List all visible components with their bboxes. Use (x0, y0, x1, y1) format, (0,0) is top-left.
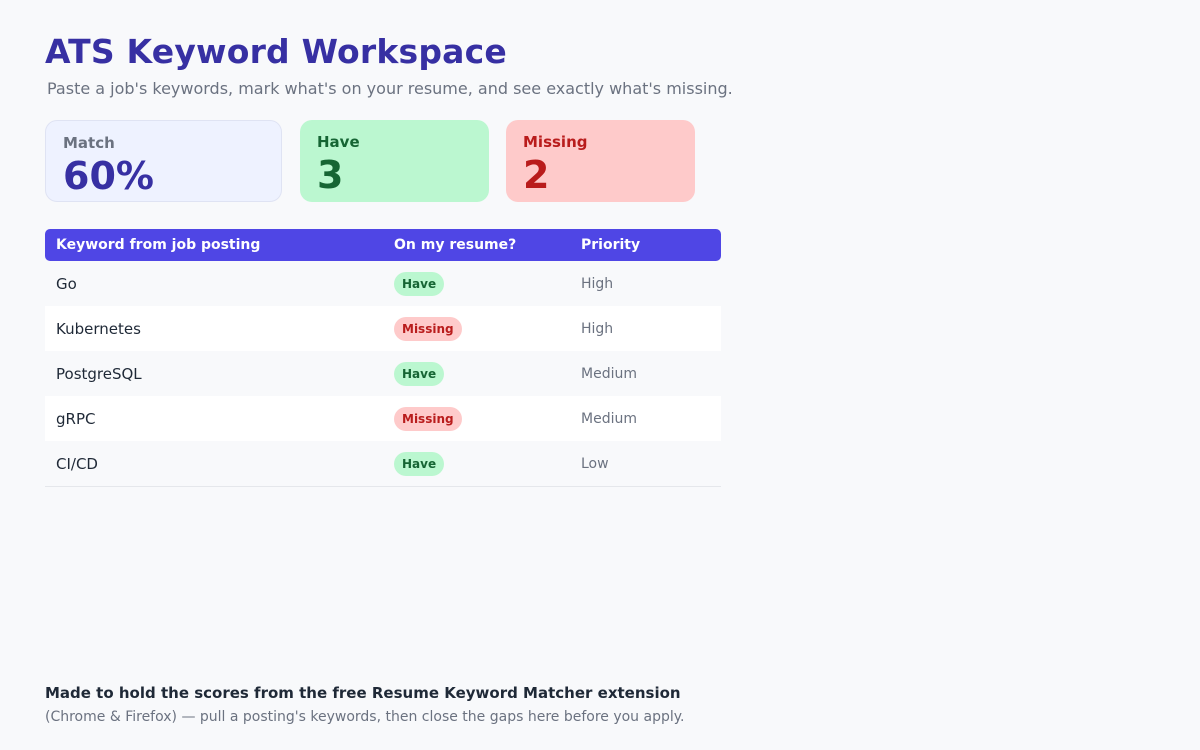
status-badge[interactable]: Missing (394, 406, 462, 431)
table-row: CI/CD Have Low (45, 441, 721, 486)
footer-title: Made to hold the scores from the free Re… (45, 684, 681, 702)
page-title: ATS Keyword Workspace (45, 32, 507, 71)
priority-cell: Medium (581, 410, 637, 427)
status-badge[interactable]: Have (394, 271, 445, 296)
table-divider (45, 486, 721, 487)
match-card: Match 60% (45, 120, 282, 202)
column-header-on-resume: On my resume? (394, 237, 517, 253)
have-label: Have (317, 133, 360, 151)
table-header: Keyword from job posting On my resume? P… (45, 229, 721, 261)
missing-value: 2 (523, 153, 550, 197)
keyword-cell: PostgreSQL (56, 364, 142, 383)
have-card: Have 3 (300, 120, 489, 202)
status-badge[interactable]: Have (394, 361, 445, 386)
priority-cell: High (581, 320, 614, 337)
have-value: 3 (317, 153, 344, 197)
column-header-priority: Priority (581, 237, 641, 253)
match-value: 60% (63, 154, 154, 198)
footer-text: (Chrome & Firefox) — pull a posting's ke… (45, 709, 685, 725)
priority-cell: Medium (581, 365, 637, 382)
table-row: gRPC Missing Medium (45, 396, 721, 441)
status-badge[interactable]: Have (394, 451, 445, 476)
table-row: Go Have High (45, 261, 721, 306)
keyword-table: Keyword from job posting On my resume? P… (45, 229, 721, 487)
missing-label: Missing (523, 133, 588, 151)
status-badge[interactable]: Missing (394, 316, 462, 341)
keyword-cell: Go (56, 274, 77, 293)
keyword-cell: CI/CD (56, 454, 98, 473)
priority-cell: Low (581, 455, 609, 472)
table-row: Kubernetes Missing High (45, 306, 721, 351)
page-subtitle: Paste a job's keywords, mark what's on y… (47, 79, 733, 98)
match-label: Match (63, 134, 115, 152)
keyword-cell: gRPC (56, 409, 96, 428)
keyword-cell: Kubernetes (56, 319, 141, 338)
priority-cell: High (581, 275, 614, 292)
table-row: PostgreSQL Have Medium (45, 351, 721, 396)
missing-card: Missing 2 (506, 120, 695, 202)
column-header-keyword: Keyword from job posting (56, 237, 261, 253)
